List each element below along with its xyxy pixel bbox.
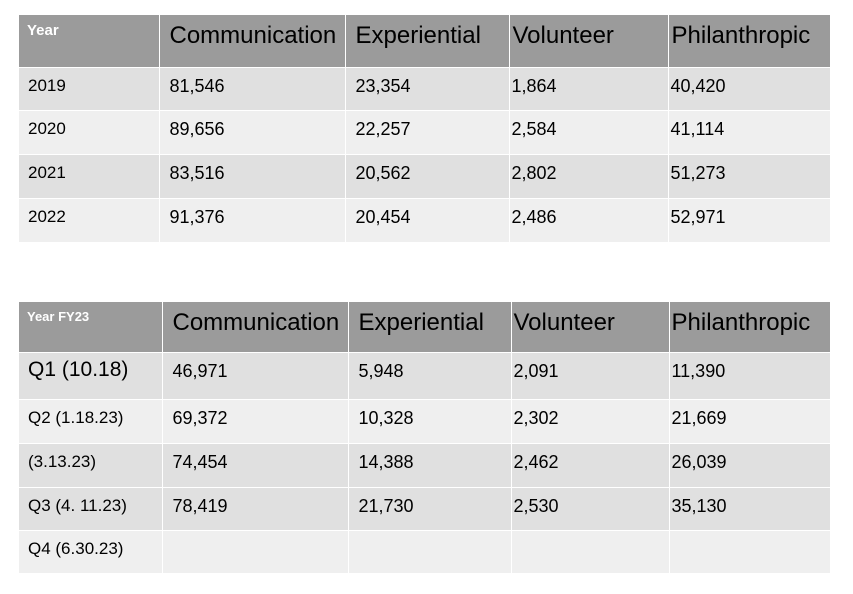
fy23-engagement-table: Year FY23 Communication Experiential Vol… [19, 302, 830, 574]
header-cell-communication: Communication [159, 15, 346, 68]
philanthropic-cell: 52,971 [668, 198, 830, 243]
communication-cell: 91,376 [159, 198, 346, 243]
philanthropic-cell: 35,130 [669, 487, 830, 531]
header-cell-year-fy23: Year FY23 [19, 302, 163, 353]
volunteer-cell: 2,584 [509, 110, 669, 155]
table-header-row: Year Communication Experiential Voluntee… [19, 15, 830, 68]
header-cell-experiential: Experiential [348, 302, 512, 353]
experiential-cell: 23,354 [345, 67, 510, 111]
period-cell: (3.13.23) [19, 443, 163, 488]
philanthropic-cell: 40,420 [668, 67, 830, 111]
table-row: 2020 89,656 22,257 2,584 41,114 [19, 110, 830, 155]
header-cell-philanthropic: Philanthropic [668, 15, 830, 68]
philanthropic-cell [669, 530, 830, 574]
volunteer-cell: 2,486 [509, 198, 669, 243]
communication-cell: 69,372 [162, 399, 349, 444]
period-cell: Q2 (1.18.23) [19, 399, 163, 444]
volunteer-cell: 2,302 [511, 399, 670, 444]
experiential-cell: 20,562 [345, 154, 510, 199]
header-cell-year: Year [19, 15, 160, 68]
experiential-cell: 21,730 [348, 487, 512, 531]
table-row: 2021 83,516 20,562 2,802 51,273 [19, 154, 830, 199]
communication-cell: 83,516 [159, 154, 346, 199]
year-cell: 2021 [19, 154, 160, 199]
philanthropic-cell: 11,390 [669, 352, 830, 400]
volunteer-cell: 2,802 [509, 154, 669, 199]
header-cell-philanthropic: Philanthropic [669, 302, 830, 353]
year-cell: 2022 [19, 198, 160, 243]
volunteer-cell: 1,864 [509, 67, 669, 111]
volunteer-cell: 2,091 [511, 352, 670, 400]
philanthropic-cell: 51,273 [668, 154, 830, 199]
communication-cell: 81,546 [159, 67, 346, 111]
experiential-cell [348, 530, 512, 574]
communication-cell: 78,419 [162, 487, 349, 531]
table-row: Q2 (1.18.23) 69,372 10,328 2,302 21,669 [19, 399, 830, 444]
table-row: Q3 (4. 11.23) 78,419 21,730 2,530 35,130 [19, 487, 830, 531]
philanthropic-cell: 41,114 [668, 110, 830, 155]
communication-cell: 74,454 [162, 443, 349, 488]
experiential-cell: 10,328 [348, 399, 512, 444]
communication-cell: 89,656 [159, 110, 346, 155]
communication-cell: 46,971 [162, 352, 349, 400]
philanthropic-cell: 21,669 [669, 399, 830, 444]
communication-cell [162, 530, 349, 574]
year-cell: 2020 [19, 110, 160, 155]
period-cell: Q3 (4. 11.23) [19, 487, 163, 531]
experiential-cell: 5,948 [348, 352, 512, 400]
table-header-row: Year FY23 Communication Experiential Vol… [19, 302, 830, 353]
period-cell: Q4 (6.30.23) [19, 530, 163, 574]
volunteer-cell: 2,530 [511, 487, 670, 531]
header-cell-volunteer: Volunteer [511, 302, 670, 353]
header-cell-communication: Communication [162, 302, 349, 353]
experiential-cell: 14,388 [348, 443, 512, 488]
period-cell: Q1 (10.18) [19, 352, 163, 400]
year-cell: 2019 [19, 67, 160, 111]
header-cell-experiential: Experiential [345, 15, 510, 68]
experiential-cell: 20,454 [345, 198, 510, 243]
header-cell-volunteer: Volunteer [509, 15, 669, 68]
table-row: (3.13.23) 74,454 14,388 2,462 26,039 [19, 443, 830, 488]
table-row: 2019 81,546 23,354 1,864 40,420 [19, 67, 830, 111]
experiential-cell: 22,257 [345, 110, 510, 155]
table-row: Q1 (10.18) 46,971 5,948 2,091 11,390 [19, 352, 830, 400]
volunteer-cell: 2,462 [511, 443, 670, 488]
table-row: Q4 (6.30.23) [19, 530, 830, 574]
volunteer-cell [511, 530, 670, 574]
table-row: 2022 91,376 20,454 2,486 52,971 [19, 198, 830, 243]
philanthropic-cell: 26,039 [669, 443, 830, 488]
annual-engagement-table: Year Communication Experiential Voluntee… [19, 15, 830, 243]
